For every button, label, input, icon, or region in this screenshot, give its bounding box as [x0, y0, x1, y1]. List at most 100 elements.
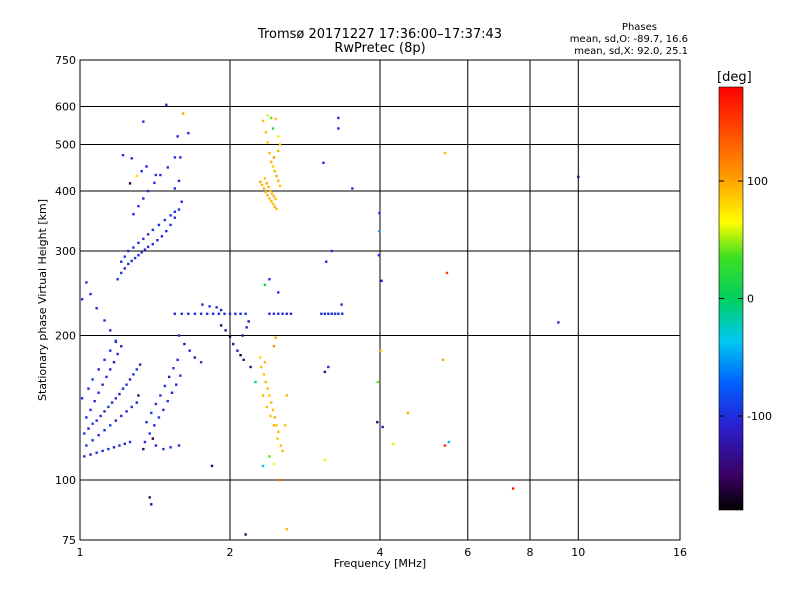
data-point: [83, 455, 86, 458]
data-point: [183, 342, 186, 346]
data-point: [95, 451, 98, 454]
data-point: [262, 373, 266, 376]
data-point: [179, 374, 182, 377]
data-point: [443, 151, 447, 155]
data-point: [242, 358, 245, 362]
y-tick-label: 400: [55, 185, 76, 198]
data-point: [154, 173, 158, 177]
data-point: [135, 401, 138, 404]
data-point: [277, 430, 280, 434]
data-point: [278, 143, 282, 146]
data-point: [511, 487, 515, 490]
data-point: [268, 197, 271, 200]
stats-x-line: mean, sd,X: 92.0, 25.1: [574, 46, 688, 57]
data-point: [133, 256, 137, 260]
data-point: [159, 394, 162, 397]
data-point: [262, 187, 266, 190]
data-point: [114, 339, 118, 343]
data-point: [341, 312, 344, 315]
data-point: [132, 212, 135, 216]
data-point: [165, 229, 168, 233]
data-point: [166, 166, 169, 169]
data-point: [80, 397, 84, 400]
data-point: [247, 320, 250, 323]
data-point: [120, 271, 123, 275]
data-point: [261, 394, 265, 397]
data-point: [277, 478, 280, 482]
data-point: [105, 375, 108, 379]
y-tick-label: 600: [55, 101, 76, 114]
data-point: [162, 447, 165, 451]
data-point: [97, 433, 100, 437]
data-point: [151, 242, 155, 246]
data-point: [285, 394, 288, 397]
data-point: [337, 116, 340, 120]
y-tick-label: 300: [55, 245, 76, 258]
data-point: [138, 363, 142, 366]
data-point: [274, 117, 277, 121]
data-point: [146, 233, 150, 236]
data-point: [219, 308, 223, 312]
data-point: [337, 312, 340, 315]
data-point: [199, 360, 203, 364]
data-point: [391, 442, 395, 445]
data-point: [97, 368, 100, 371]
data-points: [80, 103, 580, 536]
data-point: [89, 292, 92, 296]
data-point: [179, 156, 182, 159]
data-point: [254, 380, 257, 384]
data-point: [109, 424, 112, 427]
data-point: [148, 432, 151, 435]
data-point: [263, 283, 267, 287]
data-point: [142, 447, 145, 451]
data-point: [272, 424, 276, 427]
data-point: [142, 197, 145, 200]
grid-lines: [80, 60, 680, 540]
data-point: [177, 334, 181, 337]
data-point: [176, 358, 179, 362]
data-point: [379, 349, 383, 352]
x-tick-label: 1: [77, 546, 84, 559]
data-point: [128, 378, 132, 381]
data-point: [169, 214, 172, 217]
data-point: [270, 160, 273, 164]
data-point: [406, 411, 410, 415]
data-point: [103, 358, 106, 362]
data-point: [263, 177, 267, 180]
y-tick-label: 750: [55, 54, 76, 67]
data-point: [322, 161, 325, 165]
data-point: [239, 353, 242, 357]
data-point: [557, 321, 560, 324]
data-point: [275, 207, 278, 211]
data-point: [109, 368, 112, 371]
data-point: [172, 366, 175, 370]
data-point: [146, 189, 150, 193]
data-point: [272, 345, 276, 348]
data-point: [277, 179, 280, 183]
data-point: [85, 416, 88, 419]
data-point: [95, 419, 98, 422]
data-point: [277, 312, 280, 315]
data-point: [177, 179, 181, 183]
data-point: [325, 260, 328, 263]
data-point: [112, 446, 116, 449]
data-point: [123, 267, 126, 270]
data-point: [135, 174, 138, 178]
data-point: [381, 425, 384, 429]
data-point: [127, 249, 130, 253]
data-point: [337, 127, 340, 130]
data-point: [281, 449, 284, 453]
data-point: [376, 380, 380, 384]
data-point: [277, 135, 280, 138]
data-point: [128, 182, 132, 185]
data-point: [118, 444, 121, 447]
data-point: [378, 211, 381, 215]
data-point: [351, 187, 354, 190]
data-point: [267, 185, 270, 189]
data-point: [380, 279, 383, 283]
data-point: [264, 131, 268, 134]
x-axis-label: Frequency [MHz]: [334, 557, 426, 570]
data-point: [228, 312, 232, 315]
data-point: [123, 442, 126, 445]
